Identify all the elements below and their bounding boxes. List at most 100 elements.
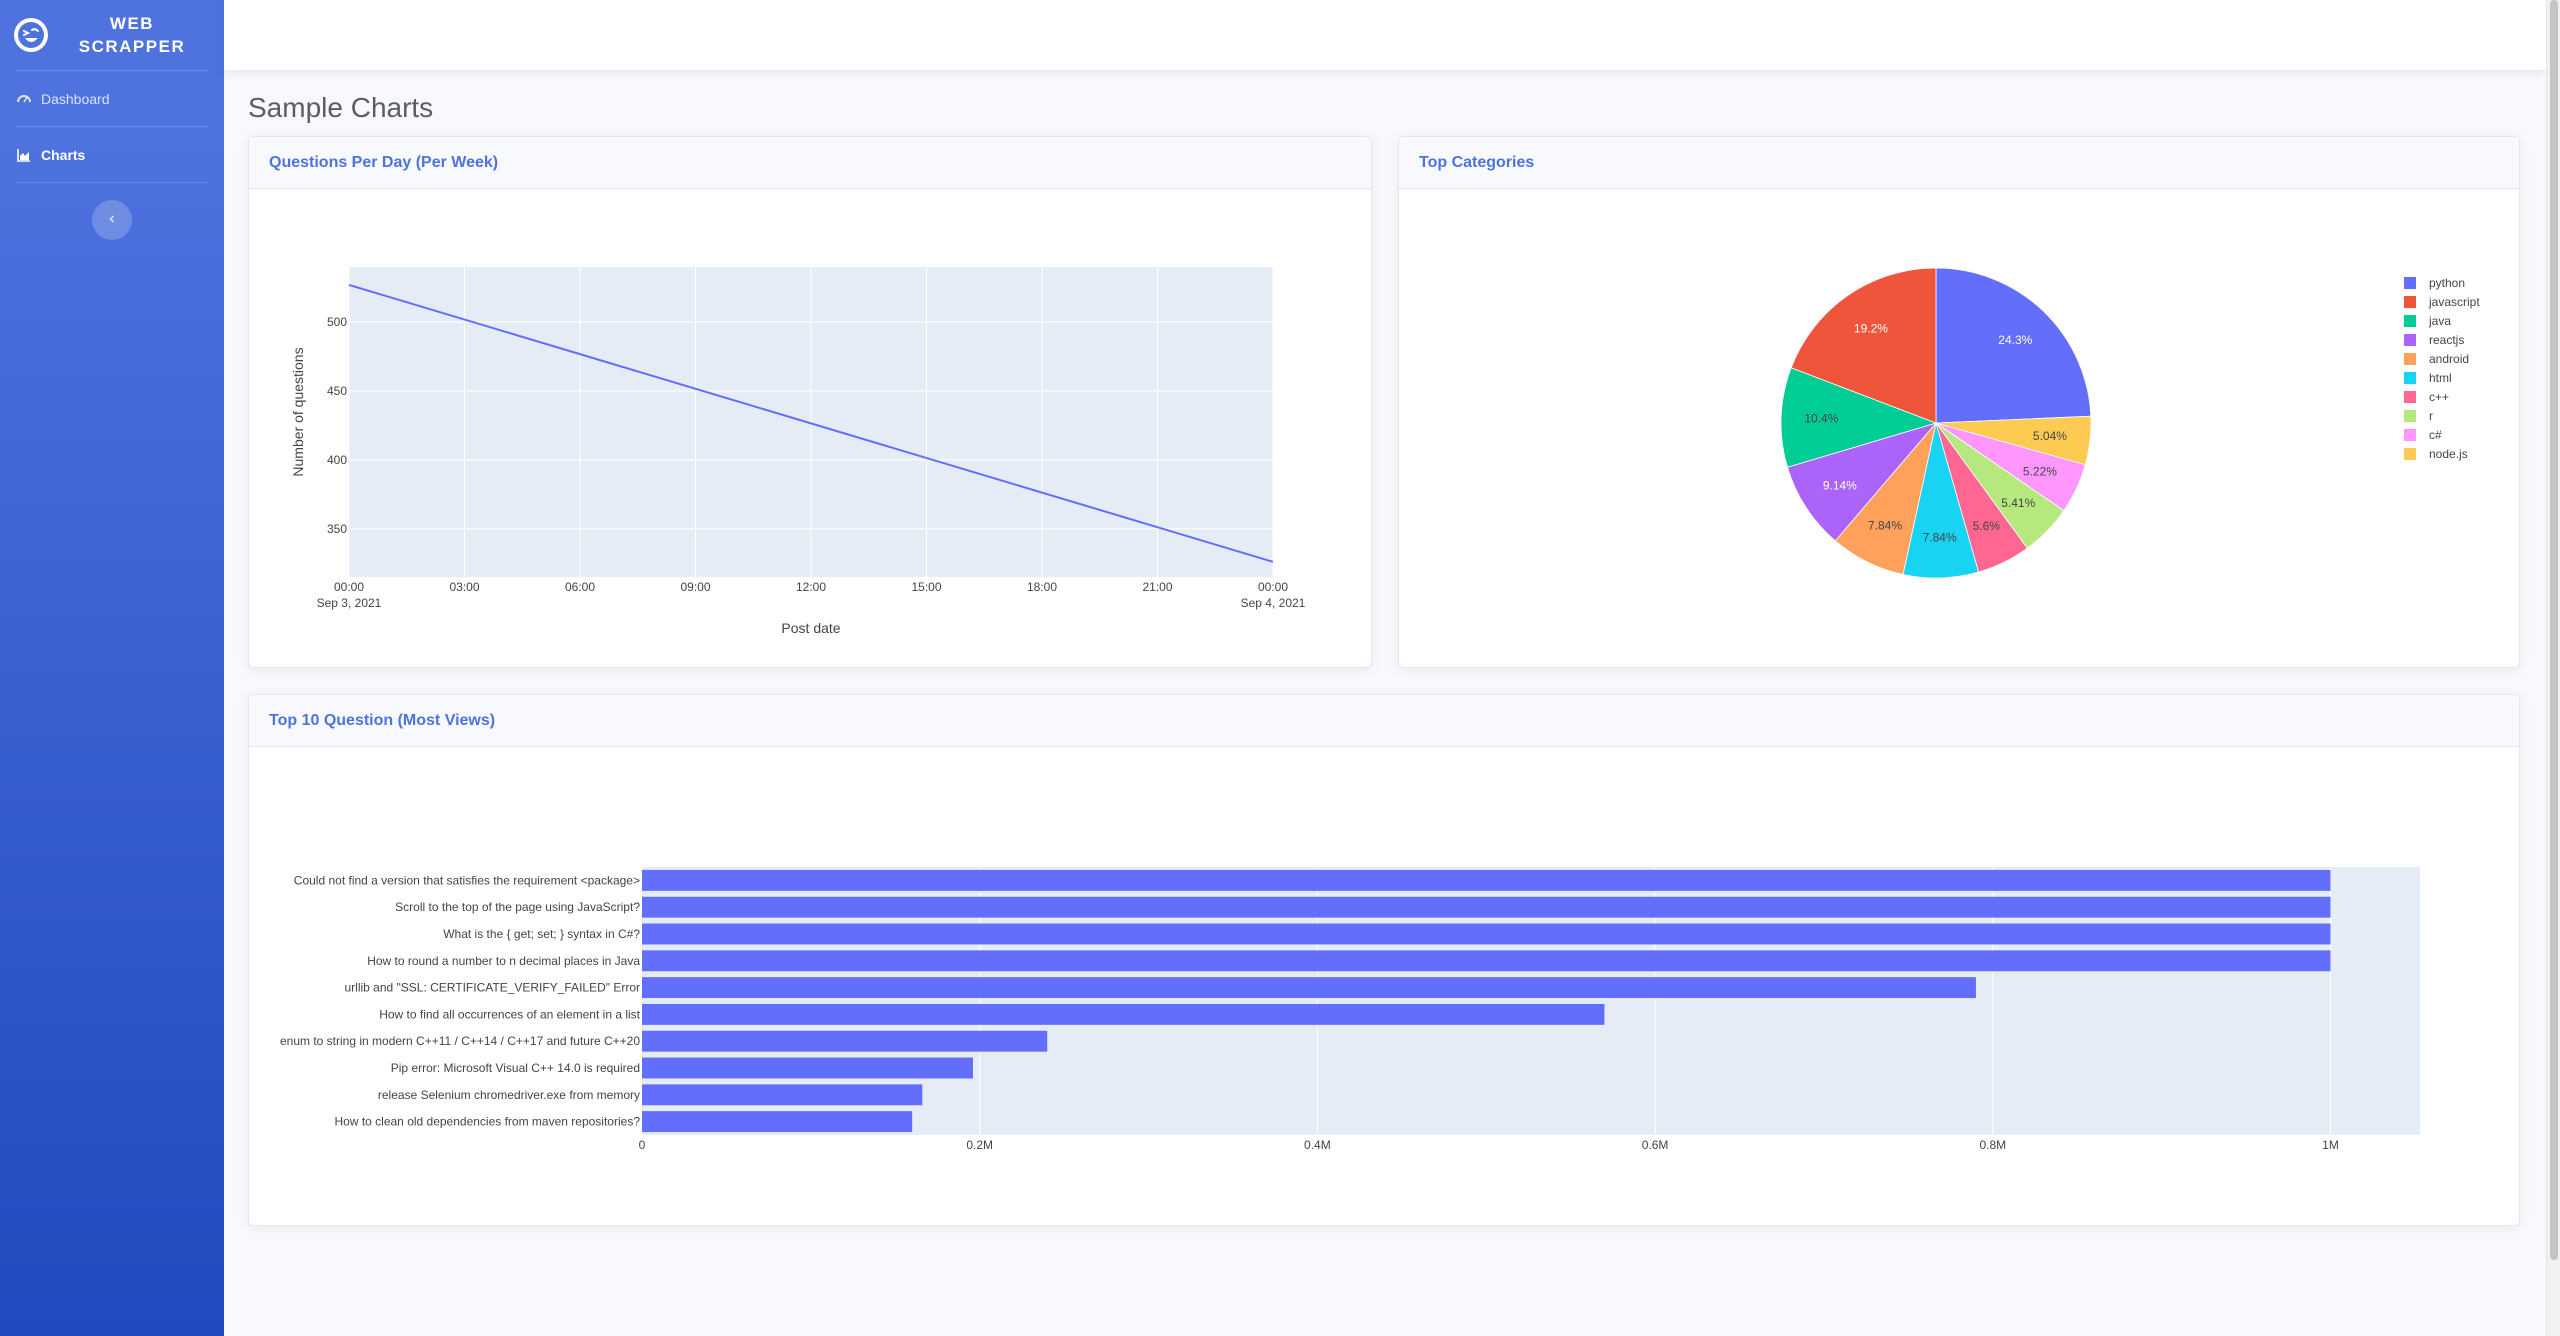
slice-label: 5.41% <box>2001 496 2035 510</box>
sidebar-divider <box>16 126 208 127</box>
legend-swatch <box>2404 448 2416 460</box>
laughing-face-icon <box>14 18 48 52</box>
chart-area-icon <box>17 148 31 162</box>
legend-label: python <box>2429 276 2465 290</box>
chevron-left-icon <box>107 211 117 229</box>
y-tick-label: Pip error: Microsoft Visual C++ 14.0 is … <box>391 1061 640 1075</box>
x-tick-label: 0.6M <box>1642 1138 1669 1152</box>
y-tick-label: 450 <box>327 384 347 398</box>
y-tick-label: release Selenium chromedriver.exe from m… <box>378 1088 640 1102</box>
sidebar-item-dashboard[interactable]: Dashboard <box>0 71 224 126</box>
legend-swatch <box>2404 391 2416 403</box>
legend-swatch <box>2404 277 2416 289</box>
y-tick-label: urllib and "SSL: CERTIFICATE_VERIFY_FAIL… <box>345 981 641 995</box>
card-header: Questions Per Day (Per Week) <box>249 137 1371 189</box>
dashboard-icon <box>17 92 31 106</box>
slice-label: 5.22% <box>2023 465 2057 479</box>
legend-label: html <box>2429 371 2452 385</box>
sidebar: WEB SCRAPPER Dashboard Charts <box>0 0 224 1336</box>
legend-label: reactjs <box>2429 333 2464 347</box>
bar <box>642 950 2331 972</box>
slice-label: 10.4% <box>1804 412 1838 426</box>
legend-swatch <box>2404 315 2416 327</box>
legend-swatch <box>2404 410 2416 422</box>
y-tick-label: What is the { get; set; } syntax in C#? <box>443 927 640 941</box>
slice-label: 5.6% <box>1973 519 2001 533</box>
legend-swatch <box>2404 334 2416 346</box>
card-title: Top 10 Question (Most Views) <box>269 711 496 729</box>
topbar <box>224 0 2546 70</box>
sidebar-item-charts[interactable]: Charts <box>0 127 224 182</box>
y-tick-label: Could not find a version that satisfies … <box>294 873 640 887</box>
y-tick-label: enum to string in modern C++11 / C++14 /… <box>280 1034 640 1048</box>
brand[interactable]: WEB SCRAPPER <box>0 0 224 70</box>
bar <box>642 1003 1605 1025</box>
bar <box>642 923 2331 945</box>
page-title: Sample Charts <box>248 92 434 123</box>
card-body: 00:00 Sep 3, 2021 03:00 06:00 09:00 12:00 15:0… <box>249 189 1371 672</box>
line-chart[interactable]: 00:00 Sep 3, 2021 03:00 06:00 09:00 12:00 15:0… <box>249 189 1371 667</box>
scrollbar-thumb[interactable] <box>2550 0 2558 1260</box>
legend-label: java <box>2428 314 2451 328</box>
legend-label: android <box>2429 352 2469 366</box>
legend-label: node.js <box>2429 447 2468 461</box>
x-tick-label: 00:00 <box>334 580 364 594</box>
x-tick-label: 18:00 <box>1027 580 1057 594</box>
x-tick-label: 03:00 <box>449 580 479 594</box>
y-tick-label: 400 <box>327 453 347 467</box>
x-tick-label: 0 <box>639 1138 646 1152</box>
pie-slice <box>1780 367 1938 468</box>
x-tick-label: 1M <box>2322 1138 2339 1152</box>
bar-chart[interactable]: 0 0.2M 0.4M 0.6M 0.8M 1M Could not find a vers… <box>249 747 2519 1225</box>
x-tick-label: 0.4M <box>1304 1138 1331 1152</box>
x-tick-label: 00:00 <box>1258 580 1288 594</box>
x-axis-title: Post date <box>781 620 840 636</box>
legend-swatch <box>2404 372 2416 384</box>
y-tick-label: How to find all occurrences of an elemen… <box>379 1007 640 1021</box>
pie-slice <box>1790 267 1937 424</box>
brand-name: WEB SCRAPPER <box>48 12 224 58</box>
y-axis-title: Number of questions <box>290 347 306 476</box>
y-tick-label: Scroll to the top of the page using Java… <box>395 900 640 914</box>
y-tick-label: How to clean old dependencies from maven… <box>334 1115 640 1129</box>
brand-name-line1: WEB <box>109 14 155 33</box>
bar <box>642 1111 913 1133</box>
x-tick-label: 21:00 <box>1142 580 1172 594</box>
y-tick-label: 350 <box>327 522 347 536</box>
pie-slice <box>1786 422 1938 542</box>
y-tick-label: How to round a number to n decimal place… <box>367 954 640 968</box>
bar-chart-card: Top 10 Question (Most Views) 0 0.2M 0.4M 0.… <box>248 694 2520 1226</box>
pie-chart-card: Top Categories 24.3% 5.04% 5.22% 5.41% 5.6% 7… <box>1398 136 2520 668</box>
page-scrollbar[interactable] <box>2546 0 2560 1336</box>
sidebar-toggle-button[interactable] <box>92 200 132 240</box>
x-tick-label: 0.2M <box>966 1138 993 1152</box>
card-header: Top Categories <box>1399 137 2519 189</box>
x-tick-sublabel: Sep 3, 2021 <box>317 596 382 610</box>
slice-label: 7.84% <box>1923 531 1957 545</box>
x-tick-label: 06:00 <box>565 580 595 594</box>
legend-label: c++ <box>2429 390 2449 404</box>
legend-swatch <box>2404 296 2416 308</box>
bar <box>642 977 1976 999</box>
y-tick-label: 500 <box>327 315 347 329</box>
legend-label: c# <box>2429 428 2442 442</box>
sidebar-item-label: Charts <box>41 146 86 163</box>
slice-label: 19.2% <box>1854 322 1888 336</box>
legend-label: javascript <box>2428 295 2480 309</box>
bar <box>642 1030 1048 1052</box>
slice-label: 24.3% <box>1998 333 2032 347</box>
card-title: Top Categories <box>1419 153 1535 171</box>
x-tick-label: 15:00 <box>911 580 941 594</box>
sidebar-divider <box>16 182 208 183</box>
card-body: 0 0.2M 0.4M 0.6M 0.8M 1M Could not find a vers… <box>249 747 2519 1230</box>
legend-swatch <box>2404 353 2416 365</box>
bar <box>642 1084 923 1106</box>
bar <box>642 1057 973 1079</box>
sidebar-divider <box>16 70 208 71</box>
legend-swatch <box>2404 429 2416 441</box>
x-tick-sublabel: Sep 4, 2021 <box>1241 596 1306 610</box>
legend-label: r <box>2429 409 2433 423</box>
bar <box>642 896 2331 918</box>
pie-chart[interactable]: 24.3% 5.04% 5.22% 5.41%5.6% 7.84% 7.84% 9.14% 1… <box>1399 189 2519 667</box>
x-tick-label: 12:00 <box>796 580 826 594</box>
